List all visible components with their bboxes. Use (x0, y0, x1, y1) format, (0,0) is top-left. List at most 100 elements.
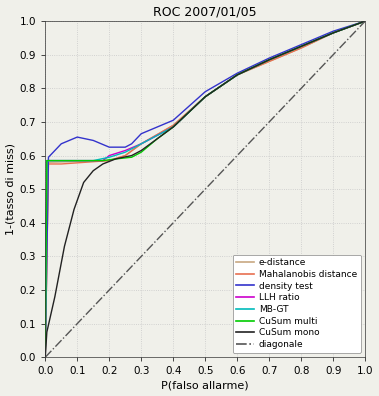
e-distance (363, 19, 368, 23)
density test (203, 89, 207, 94)
MB-GT (267, 57, 271, 62)
CuSum mono (363, 19, 368, 23)
Mahalanobis distance (235, 72, 240, 77)
MB-GT (75, 158, 80, 163)
e-distance (235, 72, 240, 77)
CuSum multi (129, 155, 134, 160)
LLH ratio (43, 355, 47, 360)
LLH ratio (299, 44, 304, 49)
CuSum multi (100, 158, 105, 163)
CuSum multi (139, 150, 144, 154)
e-distance (107, 158, 111, 163)
LLH ratio (100, 158, 105, 163)
MB-GT (91, 158, 96, 163)
MB-GT (171, 125, 175, 129)
LLH ratio (363, 19, 368, 23)
LLH ratio (267, 57, 271, 62)
CuSum mono (91, 168, 96, 173)
CuSum mono (299, 44, 304, 49)
MB-GT (155, 133, 160, 138)
e-distance (46, 160, 51, 165)
CuSum mono (45, 329, 49, 334)
Line: e-distance: e-distance (45, 21, 365, 357)
CuSum multi (235, 72, 240, 77)
density test (171, 118, 175, 123)
density test (75, 135, 80, 139)
Mahalanobis distance (331, 30, 335, 35)
density test (107, 145, 111, 150)
LLH ratio (235, 72, 240, 77)
e-distance (171, 123, 175, 128)
Mahalanobis distance (139, 141, 144, 146)
LLH ratio (203, 94, 207, 99)
Y-axis label: 1-(tasso di miss): 1-(tasso di miss) (6, 143, 16, 235)
CuSum mono (155, 136, 160, 141)
density test (129, 141, 134, 146)
CuSum multi (299, 44, 304, 49)
density test (46, 155, 51, 160)
LLH ratio (45, 158, 49, 163)
CuSum mono (113, 156, 118, 161)
LLH ratio (107, 153, 111, 158)
Mahalanobis distance (107, 158, 111, 163)
e-distance (299, 46, 304, 50)
Mahalanobis distance (363, 19, 368, 23)
Line: CuSum mono: CuSum mono (45, 21, 365, 357)
CuSum multi (363, 19, 368, 23)
Mahalanobis distance (299, 46, 304, 50)
LLH ratio (171, 125, 175, 129)
Line: density test: density test (45, 21, 365, 357)
density test (235, 71, 240, 76)
CuSum multi (267, 57, 271, 62)
CuSum multi (155, 136, 160, 141)
CuSum mono (139, 148, 144, 153)
e-distance (203, 94, 207, 99)
LLH ratio (155, 133, 160, 138)
density test (91, 138, 96, 143)
e-distance (267, 59, 271, 64)
CuSum mono (53, 294, 57, 299)
MB-GT (235, 72, 240, 77)
Line: Mahalanobis distance: Mahalanobis distance (45, 21, 365, 357)
Mahalanobis distance (171, 123, 175, 128)
Line: CuSum multi: CuSum multi (45, 21, 365, 357)
CuSum multi (43, 355, 47, 360)
e-distance (331, 30, 335, 35)
e-distance (139, 141, 144, 146)
Mahalanobis distance (123, 153, 127, 158)
density test (43, 355, 47, 360)
CuSum multi (171, 125, 175, 129)
Mahalanobis distance (59, 162, 64, 166)
Line: MB-GT: MB-GT (45, 21, 365, 357)
CuSum multi (203, 94, 207, 99)
Line: LLH ratio: LLH ratio (45, 21, 365, 357)
MB-GT (107, 155, 111, 160)
MB-GT (299, 44, 304, 49)
LLH ratio (139, 141, 144, 146)
CuSum mono (81, 180, 86, 185)
Title: ROC 2007/01/05: ROC 2007/01/05 (153, 6, 257, 19)
CuSum multi (45, 158, 49, 163)
X-axis label: P(falso allarme): P(falso allarme) (161, 381, 249, 390)
MB-GT (203, 94, 207, 99)
CuSum mono (100, 162, 105, 166)
Mahalanobis distance (267, 59, 271, 64)
density test (299, 42, 304, 47)
MB-GT (123, 150, 127, 154)
CuSum mono (267, 57, 271, 62)
density test (331, 29, 335, 34)
CuSum mono (129, 153, 134, 158)
MB-GT (363, 19, 368, 23)
CuSum mono (72, 207, 76, 212)
MB-GT (43, 355, 47, 360)
e-distance (123, 153, 127, 158)
Legend: e-distance, Mahalanobis distance, density test, LLH ratio, MB-GT, CuSum multi, C: e-distance, Mahalanobis distance, densit… (233, 255, 361, 353)
MB-GT (45, 158, 49, 163)
density test (59, 141, 64, 146)
Mahalanobis distance (46, 162, 51, 166)
e-distance (43, 355, 47, 360)
density test (155, 125, 160, 129)
CuSum mono (203, 94, 207, 99)
LLH ratio (75, 158, 80, 163)
Mahalanobis distance (203, 94, 207, 99)
